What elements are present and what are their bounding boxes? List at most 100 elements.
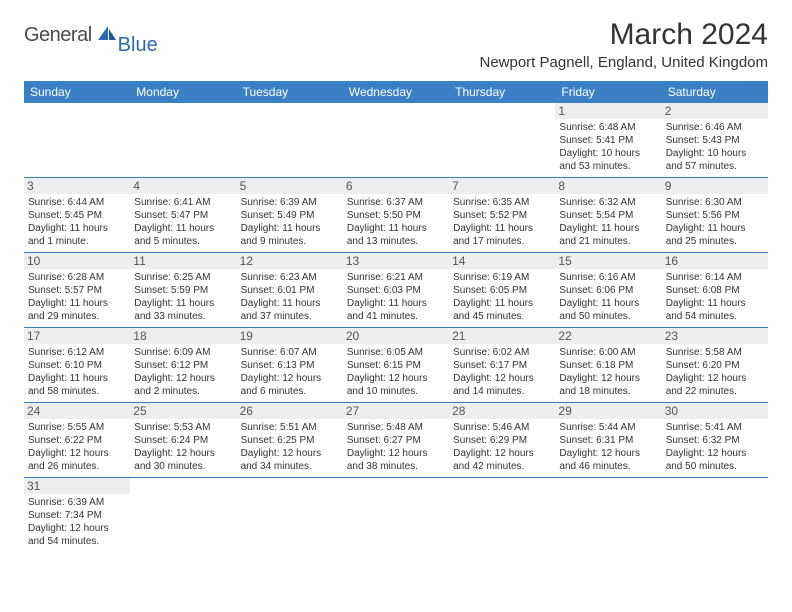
daylight-text: Daylight: 12 hours and 10 minutes. (347, 372, 445, 398)
daylight-text: Daylight: 11 hours and 33 minutes. (134, 297, 232, 323)
calendar-cell-day-28: 28Sunrise: 5:46 AMSunset: 6:29 PMDayligh… (449, 403, 555, 478)
logo-text-blue: Blue (118, 34, 158, 57)
day-info: Sunrise: 6:14 AMSunset: 6:08 PMDaylight:… (666, 271, 764, 323)
day-info: Sunrise: 5:51 AMSunset: 6:25 PMDaylight:… (241, 421, 339, 473)
calendar-cell-empty (343, 103, 449, 178)
calendar-cell-day-13: 13Sunrise: 6:21 AMSunset: 6:03 PMDayligh… (343, 253, 449, 328)
daylight-text: Daylight: 11 hours and 9 minutes. (241, 222, 339, 248)
day-number: 28 (449, 403, 555, 419)
sunrise-text: Sunrise: 6:30 AM (666, 196, 764, 209)
sunset-text: Sunset: 6:05 PM (453, 284, 551, 297)
sunrise-text: Sunrise: 5:53 AM (134, 421, 232, 434)
day-number: 5 (237, 178, 343, 194)
daylight-text: Daylight: 12 hours and 54 minutes. (28, 522, 126, 548)
day-number: 23 (662, 328, 768, 344)
weekday-saturday: Saturday (662, 81, 768, 103)
day-info: Sunrise: 6:41 AMSunset: 5:47 PMDaylight:… (134, 196, 232, 248)
day-number: 12 (237, 253, 343, 269)
sunset-text: Sunset: 5:59 PM (134, 284, 232, 297)
sunset-text: Sunset: 5:52 PM (453, 209, 551, 222)
weekday-thursday: Thursday (449, 81, 555, 103)
calendar-row: 10Sunrise: 6:28 AMSunset: 5:57 PMDayligh… (24, 253, 768, 328)
day-info: Sunrise: 6:09 AMSunset: 6:12 PMDaylight:… (134, 346, 232, 398)
day-info: Sunrise: 5:58 AMSunset: 6:20 PMDaylight:… (666, 346, 764, 398)
calendar-cell-day-25: 25Sunrise: 5:53 AMSunset: 6:24 PMDayligh… (130, 403, 236, 478)
day-info: Sunrise: 6:23 AMSunset: 6:01 PMDaylight:… (241, 271, 339, 323)
sunrise-text: Sunrise: 6:37 AM (347, 196, 445, 209)
calendar-table: SundayMondayTuesdayWednesdayThursdayFrid… (24, 81, 768, 552)
header: General Blue March 2024 Newport Pagnell,… (24, 18, 768, 75)
calendar-row: 31Sunrise: 6:39 AMSunset: 7:34 PMDayligh… (24, 478, 768, 553)
day-number: 16 (662, 253, 768, 269)
logo: General Blue (24, 24, 158, 47)
sunrise-text: Sunrise: 6:23 AM (241, 271, 339, 284)
calendar-cell-day-8: 8Sunrise: 6:32 AMSunset: 5:54 PMDaylight… (555, 178, 661, 253)
daylight-text: Daylight: 12 hours and 6 minutes. (241, 372, 339, 398)
day-info: Sunrise: 6:25 AMSunset: 5:59 PMDaylight:… (134, 271, 232, 323)
sunrise-text: Sunrise: 6:05 AM (347, 346, 445, 359)
daylight-text: Daylight: 11 hours and 25 minutes. (666, 222, 764, 248)
day-info: Sunrise: 5:55 AMSunset: 6:22 PMDaylight:… (28, 421, 126, 473)
day-info: Sunrise: 6:21 AMSunset: 6:03 PMDaylight:… (347, 271, 445, 323)
sunrise-text: Sunrise: 6:35 AM (453, 196, 551, 209)
sunrise-text: Sunrise: 6:44 AM (28, 196, 126, 209)
sunrise-text: Sunrise: 6:02 AM (453, 346, 551, 359)
calendar-cell-empty (662, 478, 768, 553)
day-number: 15 (555, 253, 661, 269)
sunrise-text: Sunrise: 6:25 AM (134, 271, 232, 284)
day-number: 7 (449, 178, 555, 194)
daylight-text: Daylight: 11 hours and 50 minutes. (559, 297, 657, 323)
sunrise-text: Sunrise: 6:32 AM (559, 196, 657, 209)
sunset-text: Sunset: 6:03 PM (347, 284, 445, 297)
sunrise-text: Sunrise: 5:58 AM (666, 346, 764, 359)
sunset-text: Sunset: 6:13 PM (241, 359, 339, 372)
sunset-text: Sunset: 6:29 PM (453, 434, 551, 447)
calendar-row: 17Sunrise: 6:12 AMSunset: 6:10 PMDayligh… (24, 328, 768, 403)
daylight-text: Daylight: 11 hours and 1 minute. (28, 222, 126, 248)
sunset-text: Sunset: 6:08 PM (666, 284, 764, 297)
day-info: Sunrise: 6:05 AMSunset: 6:15 PMDaylight:… (347, 346, 445, 398)
calendar-cell-day-21: 21Sunrise: 6:02 AMSunset: 6:17 PMDayligh… (449, 328, 555, 403)
calendar-cell-day-12: 12 Sunrise: 6:23 AMSunset: 6:01 PMDayligh… (237, 253, 343, 328)
sunset-text: Sunset: 6:20 PM (666, 359, 764, 372)
day-info: Sunrise: 6:07 AMSunset: 6:13 PMDaylight:… (241, 346, 339, 398)
sunrise-text: Sunrise: 5:46 AM (453, 421, 551, 434)
calendar-row: 24 Sunrise: 5:55 AMSunset: 6:22 PMDayligh… (24, 403, 768, 478)
day-number: 17 (24, 328, 130, 344)
day-number: 1 (555, 103, 661, 119)
calendar-cell-day-5: 5Sunrise: 6:39 AMSunset: 5:49 PMDaylight… (237, 178, 343, 253)
sunrise-text: Sunrise: 6:41 AM (134, 196, 232, 209)
sunrise-text: Sunrise: 6:00 AM (559, 346, 657, 359)
calendar-cell-day-18: 18Sunrise: 6:09 AMSunset: 6:12 PMDayligh… (130, 328, 236, 403)
day-number: 4 (130, 178, 236, 194)
weekday-monday: Monday (130, 81, 236, 103)
sunrise-text: Sunrise: 5:55 AM (28, 421, 126, 434)
daylight-text: Daylight: 11 hours and 54 minutes. (666, 297, 764, 323)
daylight-text: Daylight: 12 hours and 50 minutes. (666, 447, 764, 473)
sunset-text: Sunset: 6:06 PM (559, 284, 657, 297)
day-info: Sunrise: 6:30 AMSunset: 5:56 PMDaylight:… (666, 196, 764, 248)
day-info: Sunrise: 5:53 AMSunset: 6:24 PMDaylight:… (134, 421, 232, 473)
sunrise-text: Sunrise: 6:46 AM (666, 121, 764, 134)
weekday-wednesday: Wednesday (343, 81, 449, 103)
day-number: 24 (24, 403, 130, 419)
weekday-tuesday: Tuesday (237, 81, 343, 103)
daylight-text: Daylight: 10 hours and 57 minutes. (666, 147, 764, 173)
sunrise-text: Sunrise: 5:41 AM (666, 421, 764, 434)
sunrise-text: Sunrise: 6:39 AM (241, 196, 339, 209)
sunrise-text: Sunrise: 6:19 AM (453, 271, 551, 284)
day-info: Sunrise: 6:16 AMSunset: 6:06 PMDaylight:… (559, 271, 657, 323)
calendar-cell-day-17: 17Sunrise: 6:12 AMSunset: 6:10 PMDayligh… (24, 328, 130, 403)
weekday-friday: Friday (555, 81, 661, 103)
daylight-text: Daylight: 10 hours and 53 minutes. (559, 147, 657, 173)
day-info: Sunrise: 6:32 AMSunset: 5:54 PMDaylight:… (559, 196, 657, 248)
calendar-cell-empty (449, 478, 555, 553)
calendar-cell-day-1: 1Sunrise: 6:48 AMSunset: 5:41 PMDaylight… (555, 103, 661, 178)
sunset-text: Sunset: 5:47 PM (134, 209, 232, 222)
calendar-cell-day-7: 7 Sunrise: 6:35 AMSunset: 5:52 PMDaylight… (449, 178, 555, 253)
day-number: 2 (662, 103, 768, 119)
calendar-cell-day-29: 29Sunrise: 5:44 AMSunset: 6:31 PMDayligh… (555, 403, 661, 478)
daylight-text: Daylight: 11 hours and 17 minutes. (453, 222, 551, 248)
day-number: 9 (662, 178, 768, 194)
daylight-text: Daylight: 11 hours and 29 minutes. (28, 297, 126, 323)
